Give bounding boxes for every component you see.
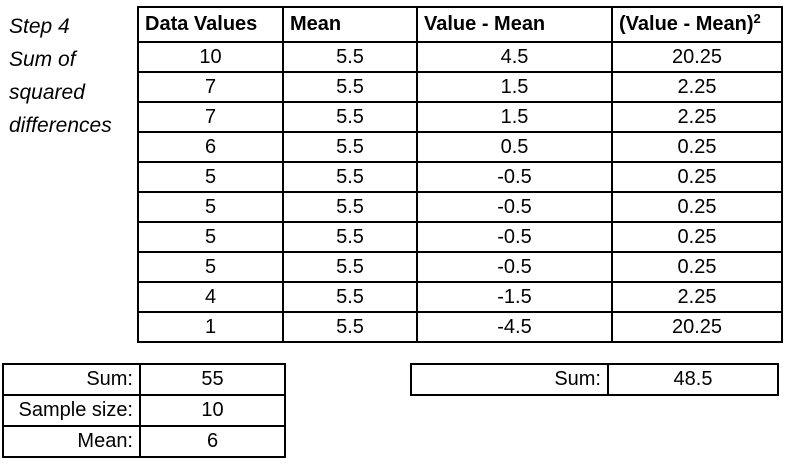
cell-mean: 5.5	[282, 71, 418, 103]
cell-diff: -0.5	[416, 251, 613, 283]
cell-diff: -0.5	[416, 191, 613, 223]
sum-value: 55	[139, 363, 286, 396]
cell-data-value: 4	[137, 281, 284, 313]
cell-squared: 0.25	[611, 251, 783, 283]
cell-data-value: 5	[137, 221, 284, 253]
cell-mean: 5.5	[282, 161, 418, 193]
squared-sum-row: Sum: 48.5	[410, 363, 779, 396]
sample-size-label: Sample size:	[2, 394, 141, 427]
cell-diff: 1.5	[416, 71, 613, 103]
table-row: 1 5.5 -4.5 20.25	[137, 311, 783, 343]
summary-left-table: Sum: 55 Sample size: 10 Mean: 6	[2, 363, 286, 458]
table-row: 6 5.5 0.5 0.25	[137, 131, 783, 163]
cell-diff: 0.5	[416, 131, 613, 163]
table-row: 7 5.5 1.5 2.25	[137, 71, 783, 103]
col-header-data-values: Data Values	[137, 6, 284, 43]
cell-mean: 5.5	[282, 131, 418, 163]
cell-mean: 5.5	[282, 191, 418, 223]
table-row: 10 5.5 4.5 20.25	[137, 41, 783, 73]
mean-row: Mean: 6	[2, 425, 286, 458]
cell-squared: 2.25	[611, 71, 783, 103]
annotation-line-2: Sum of	[9, 48, 76, 71]
cell-squared: 0.25	[611, 131, 783, 163]
cell-squared: 2.25	[611, 101, 783, 133]
cell-diff: 4.5	[416, 41, 613, 73]
cell-squared: 20.25	[611, 41, 783, 73]
cell-data-value: 5	[137, 161, 284, 193]
cell-data-value: 10	[137, 41, 284, 73]
table-row: 5 5.5 -0.5 0.25	[137, 161, 783, 193]
cell-diff: -1.5	[416, 281, 613, 313]
annotation-line-1: Step 4	[9, 15, 70, 38]
table-row: 4 5.5 -1.5 2.25	[137, 281, 783, 313]
cell-diff: -4.5	[416, 311, 613, 343]
cell-squared: 0.25	[611, 161, 783, 193]
cell-mean: 5.5	[282, 281, 418, 313]
cell-mean: 5.5	[282, 251, 418, 283]
col-header-value-minus-mean: Value - Mean	[416, 6, 613, 43]
sample-size-row: Sample size: 10	[2, 394, 286, 427]
annotation-line-4: differences	[9, 114, 112, 137]
cell-mean: 5.5	[282, 101, 418, 133]
cell-diff: 1.5	[416, 101, 613, 133]
table-row: 7 5.5 1.5 2.25	[137, 101, 783, 133]
cell-squared: 2.25	[611, 281, 783, 313]
sample-size-value: 10	[139, 394, 286, 427]
cell-mean: 5.5	[282, 221, 418, 253]
cell-squared: 0.25	[611, 221, 783, 253]
table-row: 5 5.5 -0.5 0.25	[137, 221, 783, 253]
table-row: 5 5.5 -0.5 0.25	[137, 251, 783, 283]
cell-mean: 5.5	[282, 311, 418, 343]
cell-data-value: 5	[137, 251, 284, 283]
cell-diff: -0.5	[416, 221, 613, 253]
cell-data-value: 7	[137, 71, 284, 103]
col-header-squared-difference: (Value - Mean)2	[611, 6, 783, 43]
sum-label: Sum:	[2, 363, 141, 396]
cell-data-value: 6	[137, 131, 284, 163]
cell-squared: 0.25	[611, 191, 783, 223]
squared-header-base: (Value - Mean)	[619, 13, 754, 35]
squared-sum-label: Sum:	[410, 363, 609, 396]
mean-label: Mean:	[2, 425, 141, 458]
cell-data-value: 1	[137, 311, 284, 343]
sum-row: Sum: 55	[2, 363, 286, 396]
mean-value: 6	[139, 425, 286, 458]
squared-sum-value: 48.5	[607, 363, 779, 396]
step-annotation: Step 4 Sum of squared differences	[9, 10, 112, 142]
cell-mean: 5.5	[282, 41, 418, 73]
header-row: Data Values Mean Value - Mean (Value - M…	[137, 6, 783, 43]
table-row: 5 5.5 -0.5 0.25	[137, 191, 783, 223]
annotation-line-3: squared	[9, 81, 85, 104]
summary-right-table: Sum: 48.5	[410, 363, 779, 396]
calculation-table: Data Values Mean Value - Mean (Value - M…	[137, 6, 783, 343]
squared-header-exponent: 2	[753, 11, 761, 26]
cell-data-value: 7	[137, 101, 284, 133]
cell-data-value: 5	[137, 191, 284, 223]
col-header-mean: Mean	[282, 6, 418, 43]
cell-squared: 20.25	[611, 311, 783, 343]
cell-diff: -0.5	[416, 161, 613, 193]
